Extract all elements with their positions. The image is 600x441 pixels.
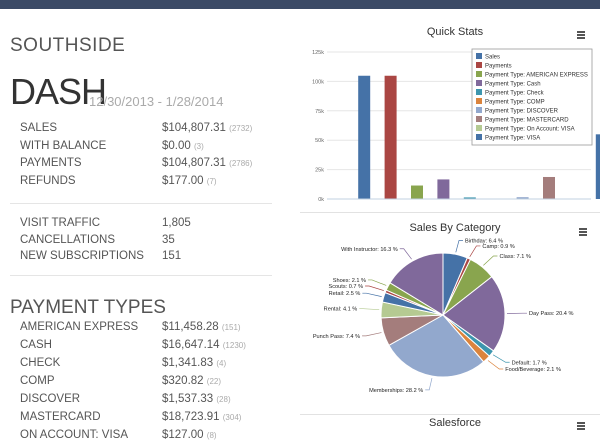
traffic-label: NEW SUBSCRIPTIONS — [20, 250, 144, 262]
pie-label: Default: 1.7 % — [512, 360, 547, 366]
pie-label: With Instructor: 16.3 % — [341, 247, 398, 253]
bar[interactable] — [543, 177, 555, 199]
bar[interactable] — [596, 134, 600, 199]
pie-label: Class: 7.1 % — [499, 254, 530, 260]
y-tick-label: 0k — [318, 197, 324, 203]
legend-swatch — [476, 89, 482, 95]
pie-connector — [362, 333, 381, 336]
payment-label: MASTERCARD — [20, 411, 101, 423]
legend-swatch — [476, 134, 482, 140]
legend-item[interactable]: Payment Type: Cash — [485, 82, 541, 88]
payment-value: $127.00 (8) — [162, 429, 217, 441]
payment-label: COMP — [20, 375, 55, 387]
pie-label: Camp: 0.9 % — [482, 244, 514, 250]
pie-connector — [483, 256, 497, 265]
legend-item[interactable]: Payments — [485, 64, 512, 70]
panel-separator — [300, 212, 600, 213]
summary-label: PAYMENTS — [20, 157, 82, 169]
bar[interactable] — [411, 186, 423, 199]
payment-label: DISCOVER — [20, 393, 80, 405]
pie-connector — [362, 293, 381, 296]
date-range: 12/30/2013 - 1/28/2014 — [89, 94, 223, 109]
y-tick-label: 50k — [315, 138, 324, 144]
legend-item[interactable]: Payment Type: DISCOVER — [485, 109, 559, 115]
location-name: SOUTHSIDE — [10, 35, 125, 57]
pie-label: Punch Pass: 7.4 % — [313, 334, 360, 340]
pie-connector — [400, 249, 412, 259]
payment-label: AMERICAN EXPRESS — [20, 321, 138, 333]
traffic-label: CANCELLATIONS — [20, 234, 115, 246]
summary-label: SALES — [20, 122, 57, 134]
panel-separator — [300, 414, 600, 415]
legend-swatch — [476, 125, 482, 131]
payment-value: $11,458.28 (151) — [162, 321, 241, 333]
legend-item[interactable]: Payment Type: AMERICAN EXPRESS — [485, 73, 588, 79]
legend-swatch — [476, 71, 482, 77]
pie-connector — [365, 286, 384, 291]
pie-connector — [425, 378, 432, 390]
legend-item[interactable]: Sales — [485, 55, 500, 61]
pie-label: Food/Beverage: 2.1 % — [505, 367, 561, 373]
summary-value: $104,807.31 (2786) — [162, 157, 252, 169]
y-tick-label: 75k — [315, 109, 324, 115]
pie-connector — [456, 241, 463, 253]
payment-label: CASH — [20, 339, 52, 351]
payment-label: CHECK — [20, 357, 60, 369]
pie-connector — [368, 280, 386, 286]
summary-value: $104,807.31 (2732) — [162, 122, 252, 134]
quick-stats-bar-chart: 0k 25k 50k 75k 100k 125k Sales Payments Payment … — [300, 9, 600, 209]
legend-swatch — [476, 116, 482, 122]
menu-icon[interactable] — [577, 422, 585, 431]
legend-item[interactable]: Payment Type: COMP — [485, 100, 545, 106]
y-tick-label: 100k — [312, 79, 324, 85]
pie-connector — [470, 246, 481, 257]
pie-connector — [493, 355, 510, 362]
summary-value: $177.00 (7) — [162, 175, 217, 187]
bar[interactable] — [437, 179, 449, 199]
summary-label: WITH BALANCE — [20, 140, 106, 152]
sales-by-category-pie-chart: Birthday: 6.4 %Camp: 0.9 %Class: 7.1 %Da… — [300, 229, 600, 419]
y-tick-label: 25k — [315, 168, 324, 174]
summary-value: $0.00 (3) — [162, 140, 204, 152]
legend-item[interactable]: Payment Type: MASTERCARD — [485, 118, 569, 124]
bar[interactable] — [358, 76, 370, 199]
pie-label: Shoes: 2.1 % — [333, 278, 366, 284]
legend-swatch — [476, 107, 482, 113]
legend-item[interactable]: Payment Type: Check — [485, 91, 545, 97]
legend-swatch — [476, 62, 482, 68]
pie-label: Rental: 4.1 % — [324, 307, 358, 313]
pie-connector — [488, 361, 503, 370]
pie-label: Memberships: 28.2 % — [369, 388, 423, 394]
salesforce-title: Salesforce — [400, 417, 510, 429]
payment-types-title: PAYMENT TYPES — [10, 297, 166, 319]
pie-connector — [359, 309, 379, 310]
traffic-value: 151 — [162, 250, 181, 262]
traffic-label: VISIT TRAFFIC — [20, 217, 100, 229]
divider — [10, 275, 272, 276]
pie-label: Retail: 2.5 % — [329, 291, 361, 297]
payment-value: $16,647.14 (1230) — [162, 339, 246, 351]
legend-swatch — [476, 80, 482, 86]
payment-value: $18,723.91 (304) — [162, 411, 241, 423]
top-nav-bar — [0, 0, 600, 9]
legend-swatch — [476, 98, 482, 104]
traffic-value: 1,805 — [162, 217, 191, 229]
payment-value: $1,341.83 (4) — [162, 357, 226, 369]
payment-value: $320.82 (22) — [162, 375, 221, 387]
pie-label: Scouts: 0.7 % — [329, 284, 364, 290]
payment-label: ON ACCOUNT: VISA — [20, 429, 128, 441]
traffic-value: 35 — [162, 234, 175, 246]
bar[interactable] — [385, 76, 397, 199]
payment-value: $1,537.33 (28) — [162, 393, 231, 405]
pie-label: Day Pass: 20.4 % — [529, 311, 573, 317]
legend-item[interactable]: Payment Type: VISA — [485, 136, 540, 142]
dashboard-summary-column: SOUTHSIDE DASH 12/30/2013 - 1/28/2014 SA… — [0, 9, 288, 438]
legend-item[interactable]: Payment Type: On Account: VISA — [485, 127, 575, 133]
divider — [10, 203, 272, 204]
summary-label: REFUNDS — [20, 175, 76, 187]
y-tick-label: 125k — [312, 50, 324, 56]
legend-swatch — [476, 53, 482, 59]
